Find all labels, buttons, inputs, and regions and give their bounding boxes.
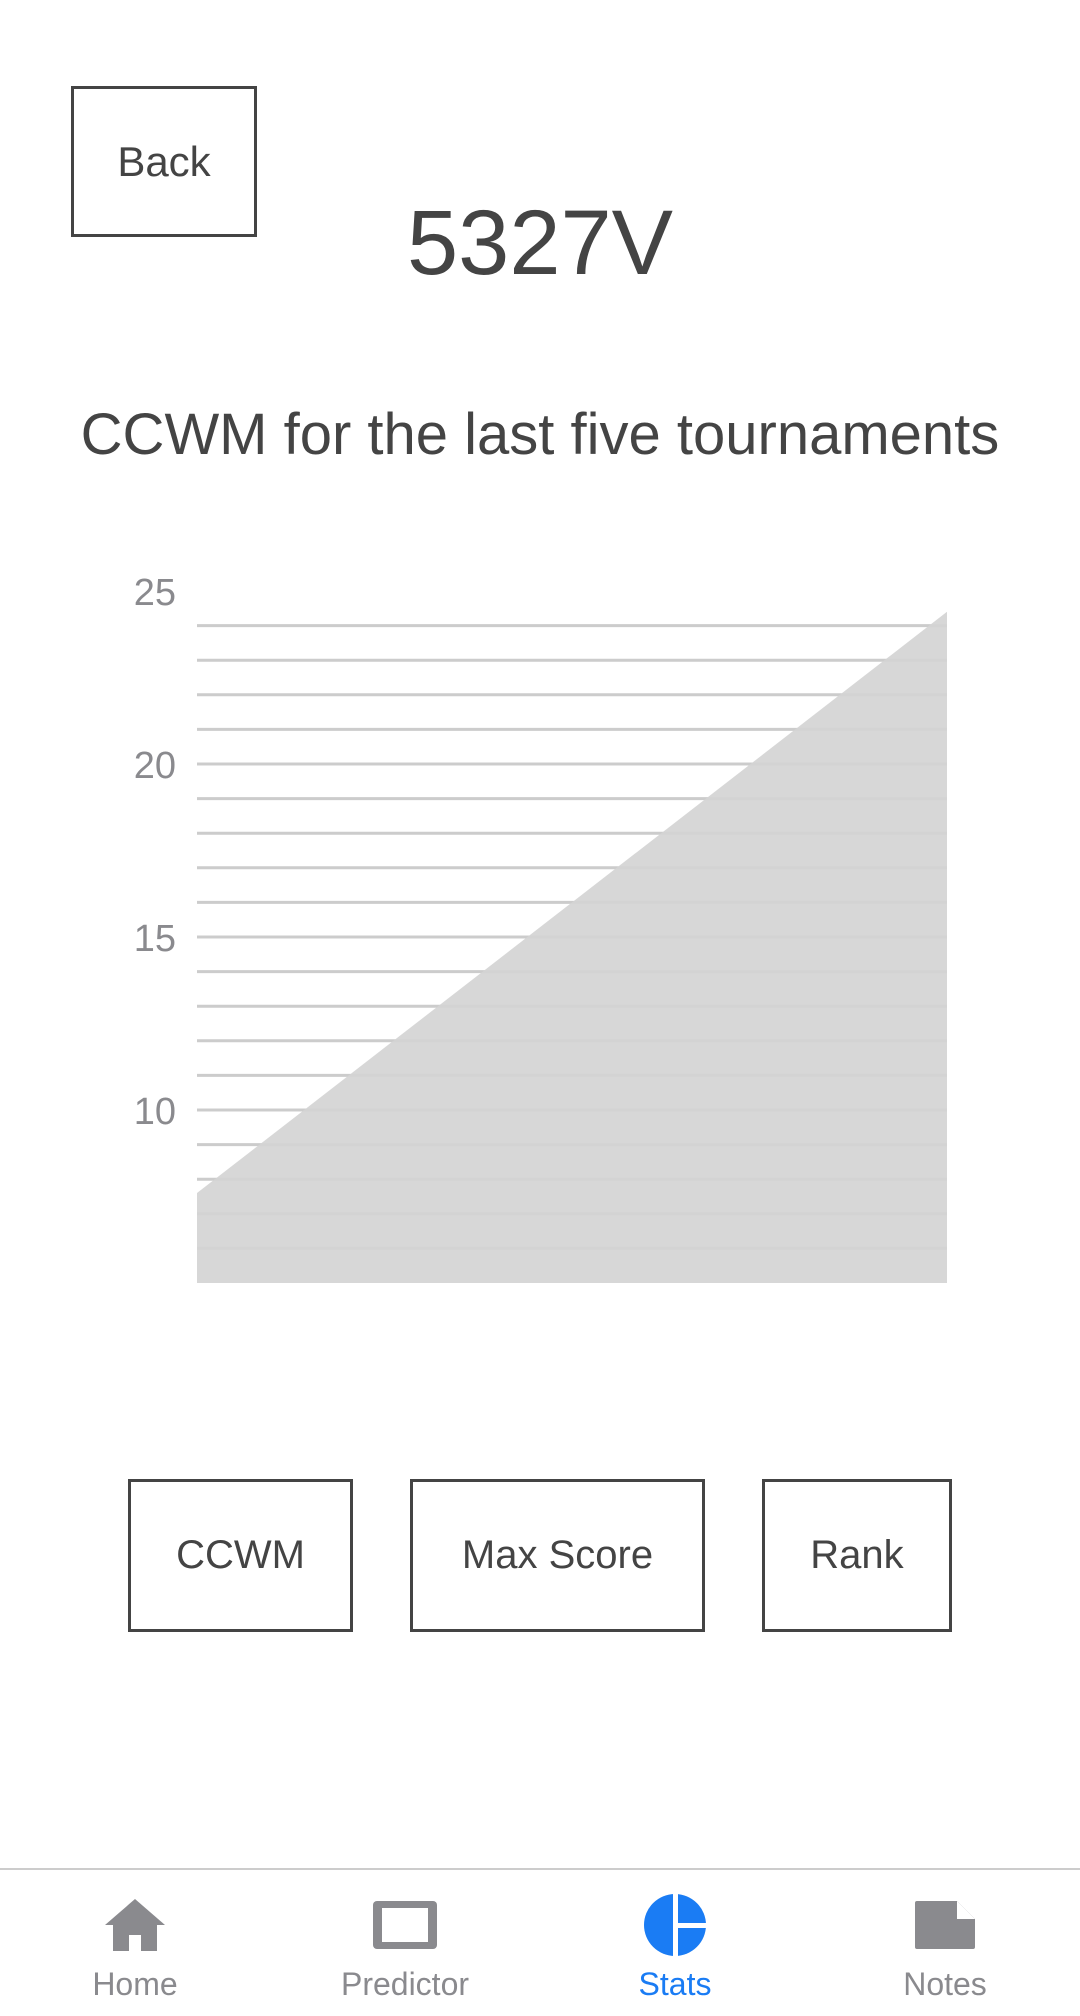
back-button[interactable]: Back [71,86,257,237]
tab-notes-label: Notes [903,1966,987,2002]
notes-icon [810,1890,1080,1960]
y-tick-label: 15 [134,918,176,960]
team-number-title: 5327V [406,192,674,294]
tab-home[interactable]: Home [0,1870,270,2016]
home-icon [0,1890,270,1960]
tab-predictor[interactable]: Predictor [270,1870,540,2016]
tab-predictor-label: Predictor [340,1966,470,2002]
ccwm-chart: 10 15 20 25 [0,560,1080,1320]
y-tick-label: 10 [134,1091,176,1133]
ccwm-chart-svg: 10 15 20 25 [134,572,947,1283]
tab-stats[interactable]: Stats [540,1870,810,2016]
stats-icon [540,1890,810,1960]
bottom-tab-bar: Home Predictor Stats Notes [0,1868,1080,2016]
y-tick-label: 20 [134,745,176,787]
y-tick-label: 25 [134,572,176,614]
tab-notes[interactable]: Notes [810,1870,1080,2016]
predictor-icon [270,1890,540,1960]
tab-home-label: Home [92,1966,178,2002]
max-score-button[interactable]: Max Score [410,1479,705,1632]
ccwm-button[interactable]: CCWM [128,1479,353,1632]
rank-button[interactable]: Rank [762,1479,952,1632]
chart-heading: CCWM for the last five tournaments [80,402,1000,467]
tab-stats-label: Stats [638,1966,712,2002]
ccwm-area-series [197,611,947,1283]
